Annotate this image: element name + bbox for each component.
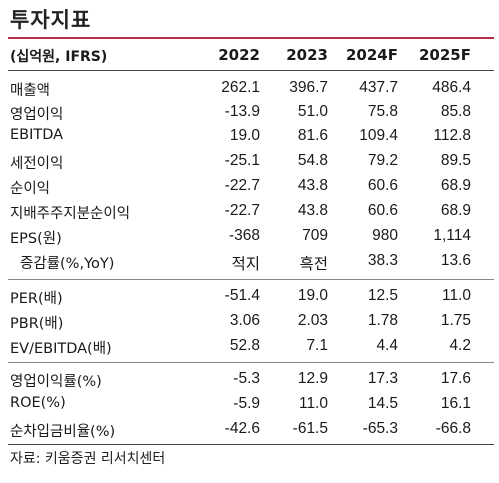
cell: -66.8 — [435, 420, 471, 437]
row-label: 증감률(%,YoY) — [20, 256, 115, 272]
cell: 3.06 — [229, 312, 260, 329]
row-label: ROE(%) — [10, 395, 66, 411]
cell: 적지 — [231, 256, 260, 273]
table-row: 순이익 -22.7 43.8 60.6 68.9 — [8, 174, 494, 198]
section-divider — [8, 362, 494, 363]
cell: 43.8 — [297, 202, 328, 219]
table-row: 매출액 262.1 396.7 437.7 486.4 — [8, 76, 494, 100]
cell: 1,114 — [433, 227, 471, 244]
cell: 109.4 — [359, 127, 398, 144]
cell: 7.1 — [306, 337, 328, 354]
cell: 51.0 — [297, 103, 328, 120]
cell: 14.5 — [367, 395, 398, 412]
cell: 12.5 — [367, 287, 398, 304]
cell: -65.3 — [362, 420, 398, 437]
cell: 11.0 — [298, 395, 328, 412]
cell: 16.1 — [440, 395, 471, 412]
cell: 1.75 — [440, 312, 471, 329]
source-note: 자료: 키움증권 리서치센터 — [10, 451, 166, 467]
cell: 43.8 — [297, 177, 328, 194]
cell: 17.3 — [367, 370, 398, 387]
cell: 81.6 — [297, 127, 328, 144]
column-header-2025f: 2025F — [419, 46, 471, 64]
cell: 4.2 — [449, 337, 471, 354]
cell: 709 — [302, 227, 328, 244]
row-label: 영업이익률(%) — [10, 374, 102, 390]
cell: 60.6 — [367, 202, 398, 219]
table-row: 영업이익 -13.9 51.0 75.8 85.8 — [8, 100, 494, 124]
cell: 13.6 — [440, 252, 471, 269]
cell: 396.7 — [289, 79, 328, 96]
cell: 75.8 — [367, 103, 398, 120]
cell: 19.0 — [297, 287, 328, 304]
cell: 262.1 — [221, 79, 260, 96]
cell: -13.9 — [224, 103, 260, 120]
cell: 112.8 — [433, 127, 471, 144]
cell: -5.9 — [233, 395, 260, 412]
cell: 흑전 — [299, 256, 328, 273]
table-bottom-rule — [8, 444, 494, 445]
cell: 79.2 — [367, 152, 398, 169]
row-label: PER(배) — [10, 291, 63, 307]
cell: 68.9 — [440, 202, 471, 219]
column-header-2024f: 2024F — [346, 46, 398, 64]
cell: 486.4 — [432, 79, 471, 96]
table-row: EV/EBITDA(배) 52.8 7.1 4.4 4.2 — [8, 334, 494, 358]
row-label: PBR(배) — [10, 316, 64, 332]
cell: 437.7 — [359, 79, 398, 96]
title-divider — [8, 37, 494, 39]
cell: -5.3 — [233, 370, 260, 387]
cell: 4.4 — [376, 337, 398, 354]
table-row: 순차입금비율(%) -42.6 -61.5 -65.3 -66.8 — [8, 417, 494, 441]
row-label: 영업이익 — [10, 107, 64, 123]
table-row: 영업이익률(%) -5.3 12.9 17.3 17.6 — [8, 367, 494, 391]
row-label: EBITDA — [10, 127, 64, 143]
table-row: 세전이익 -25.1 54.8 79.2 89.5 — [8, 149, 494, 173]
cell: -22.7 — [224, 177, 260, 194]
table-row: PER(배) -51.4 19.0 12.5 11.0 — [8, 284, 494, 308]
table-row: ROE(%) -5.9 11.0 14.5 16.1 — [8, 392, 494, 416]
table-row: 증감률(%,YoY) 적지 흑전 38.3 13.6 — [8, 249, 494, 273]
cell: 12.9 — [297, 370, 328, 387]
unit-label: (십억원, IFRS) — [10, 49, 108, 65]
cell: -42.6 — [224, 420, 260, 437]
row-label: 순이익 — [10, 181, 51, 197]
table-row: 지배주주지분순이익 -22.7 43.8 60.6 68.9 — [8, 199, 494, 223]
table-row: EPS(원) -368 709 980 1,114 — [8, 224, 494, 248]
cell: 89.5 — [440, 152, 471, 169]
cell: 38.3 — [367, 252, 398, 269]
cell: -61.5 — [292, 420, 328, 437]
cell: 68.9 — [440, 177, 471, 194]
row-label: 순차입금비율(%) — [10, 424, 116, 440]
row-label: EV/EBITDA(배) — [10, 341, 112, 357]
cell: -22.7 — [224, 202, 260, 219]
cell: 85.8 — [440, 103, 471, 120]
header-row: (십억원, IFRS) 2022 2023 2024F 2025F — [8, 43, 494, 67]
column-header-2022: 2022 — [218, 46, 260, 64]
cell: 19.0 — [229, 127, 260, 144]
cell: -25.1 — [224, 152, 260, 169]
cell: 980 — [372, 227, 398, 244]
cell: 11.0 — [441, 287, 471, 304]
row-label: 지배주주지분순이익 — [10, 206, 131, 222]
cell: 52.8 — [229, 337, 260, 354]
table-title: 투자지표 — [10, 8, 92, 32]
header-divider — [8, 70, 494, 71]
cell: 60.6 — [367, 177, 398, 194]
cell: 54.8 — [297, 152, 328, 169]
cell: 2.03 — [297, 312, 328, 329]
column-header-2023: 2023 — [286, 46, 328, 64]
table-row: PBR(배) 3.06 2.03 1.78 1.75 — [8, 309, 494, 333]
cell: 17.6 — [440, 370, 471, 387]
cell: -368 — [228, 227, 260, 244]
cell: -51.4 — [224, 287, 260, 304]
row-label: 매출액 — [10, 83, 51, 99]
cell: 1.78 — [367, 312, 398, 329]
row-label: 세전이익 — [10, 156, 64, 172]
row-label: EPS(원) — [10, 231, 62, 247]
section-divider — [8, 279, 494, 280]
table-row: EBITDA 19.0 81.6 109.4 112.8 — [8, 124, 494, 148]
